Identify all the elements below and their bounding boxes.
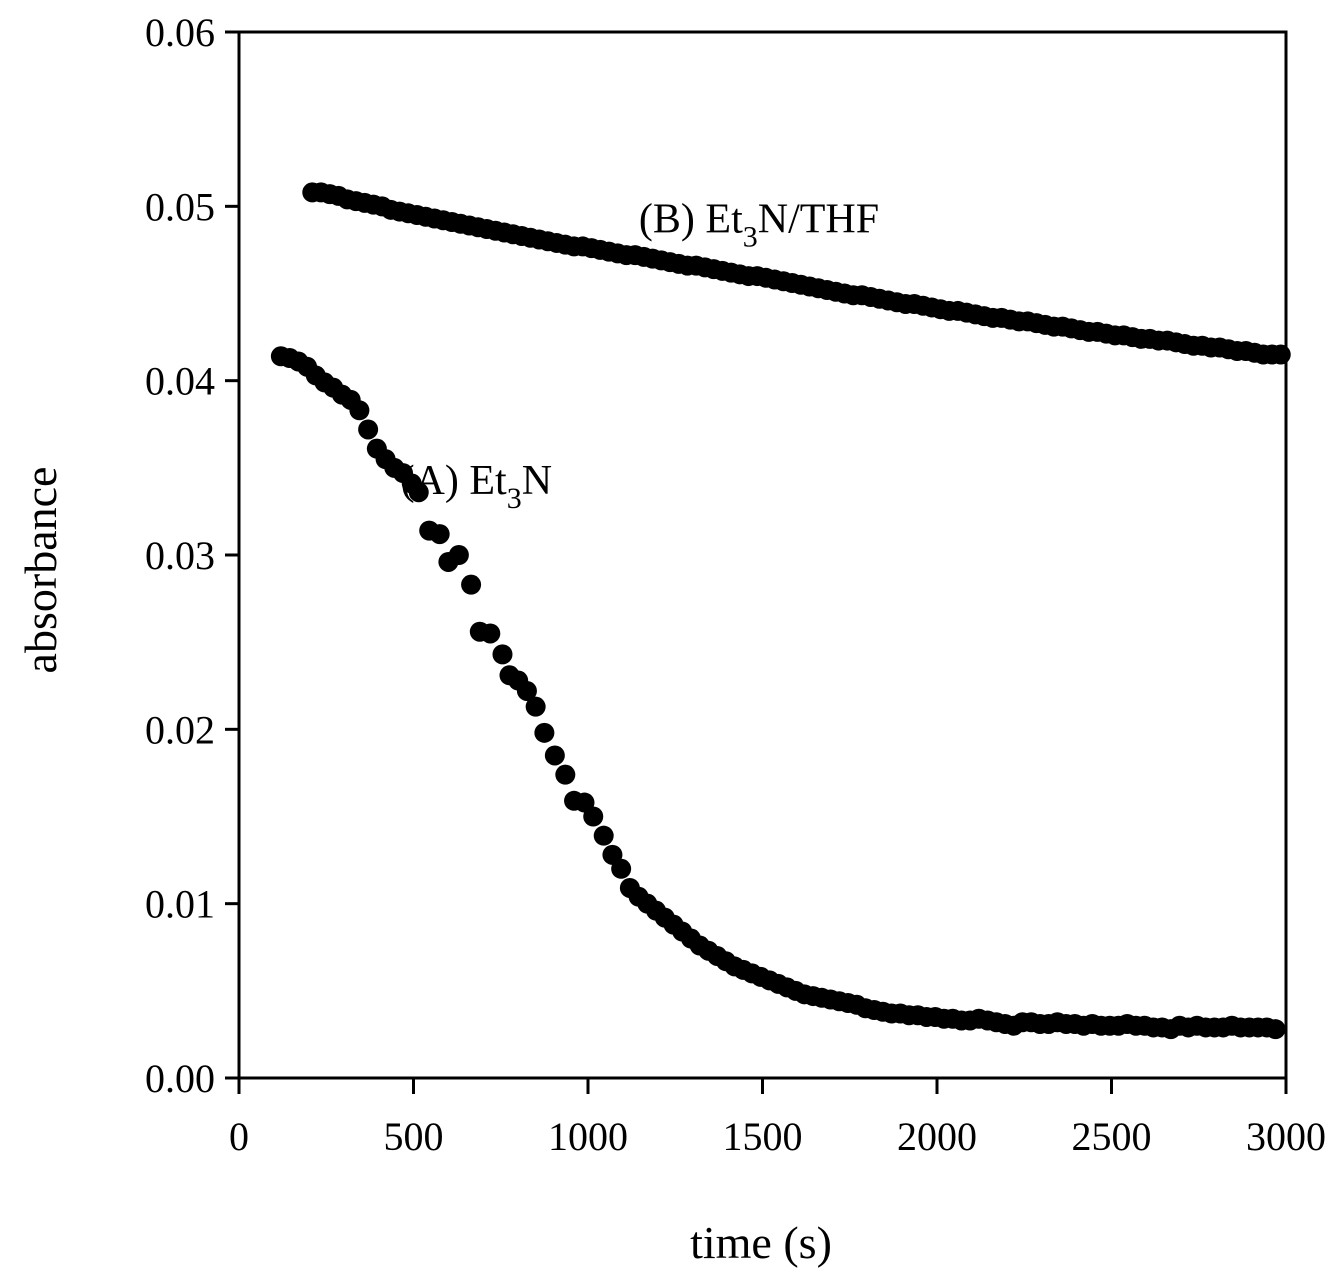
data-point xyxy=(480,623,501,644)
y-tick-label: 0.05 xyxy=(145,184,215,229)
y-tick-label: 0.02 xyxy=(145,707,215,752)
series-label-a: (A) Et3N xyxy=(401,458,552,515)
data-point xyxy=(583,806,604,827)
y-tick-label: 0.01 xyxy=(145,882,215,927)
y-axis-ticks: 0.00 0.01 0.02 0.03 0.04 0.05 0.06 xyxy=(145,10,239,1101)
x-tick-label: 500 xyxy=(384,1114,444,1159)
x-tick-label: 0 xyxy=(229,1114,249,1159)
x-axis-ticks: 0 500 1000 1500 2000 2500 3000 xyxy=(229,1078,1326,1159)
data-point xyxy=(358,419,379,440)
x-axis-label: time (s) xyxy=(690,1217,832,1268)
data-point xyxy=(1265,1019,1286,1040)
y-tick-label: 0.04 xyxy=(145,359,215,404)
data-point xyxy=(408,482,429,503)
series-label-main: (A) Et xyxy=(401,458,507,504)
y-tick-label: 0.03 xyxy=(145,533,215,578)
data-point xyxy=(611,858,632,879)
data-point xyxy=(534,722,555,743)
series-label-main: (B) Et xyxy=(639,196,743,242)
data-point xyxy=(516,680,537,701)
data-point xyxy=(429,524,450,545)
x-tick-label: 2500 xyxy=(1072,1114,1152,1159)
series-label-b: (B) Et3N/THF xyxy=(639,196,879,253)
series-b xyxy=(302,182,1291,365)
data-point xyxy=(1270,344,1291,365)
data-point xyxy=(555,764,576,785)
data-point xyxy=(448,545,469,565)
series-label-subscript: 3 xyxy=(743,220,758,253)
data-point xyxy=(544,745,565,766)
series-label-tail: N xyxy=(522,458,552,504)
y-tick-label: 0.06 xyxy=(145,10,215,55)
data-point xyxy=(461,574,482,595)
y-tick-label: 0.00 xyxy=(145,1056,215,1101)
plot-border xyxy=(237,30,1288,1080)
series-layer xyxy=(270,182,1291,1040)
x-tick-label: 1500 xyxy=(723,1114,803,1159)
x-tick-label: 3000 xyxy=(1246,1114,1326,1159)
series-label-tail: N/THF xyxy=(758,196,879,242)
y-axis-label: absorbance xyxy=(15,467,66,674)
data-point xyxy=(525,696,546,717)
data-point xyxy=(593,825,614,846)
series-labels: (A) Et3N(B) Et3N/THF xyxy=(401,196,880,515)
x-tick-label: 1000 xyxy=(548,1114,628,1159)
data-point xyxy=(492,644,513,665)
x-tick-label: 2000 xyxy=(897,1114,977,1159)
plot-frame xyxy=(237,30,1288,1080)
series-label-subscript: 3 xyxy=(507,482,522,515)
data-point xyxy=(349,400,370,421)
series-a xyxy=(270,346,1286,1040)
